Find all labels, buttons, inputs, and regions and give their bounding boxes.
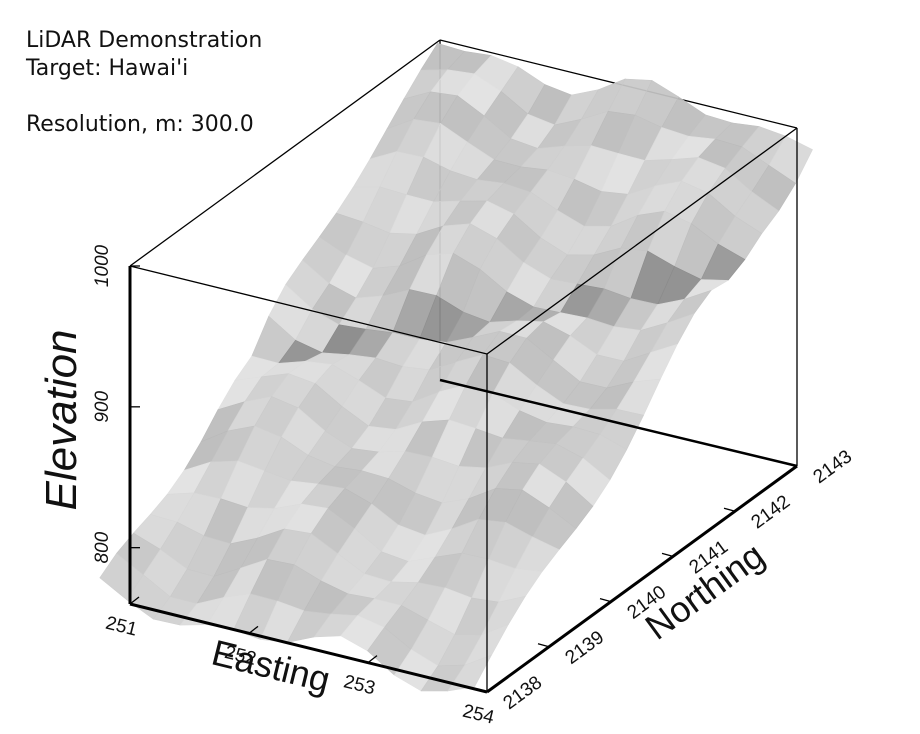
z-tick-label: 800 — [92, 531, 113, 563]
x-tick — [367, 655, 378, 664]
caption-target: Target: Hawai'i — [26, 56, 189, 81]
x-tick — [248, 625, 259, 634]
x-tick — [129, 596, 140, 605]
x-axis-title: Easting — [208, 632, 334, 701]
box-front-edges — [128, 127, 798, 694]
x-tick — [486, 684, 497, 693]
y-tick — [723, 507, 736, 512]
x-tick-label: 253 — [341, 671, 377, 699]
x-tick-label: 251 — [103, 613, 139, 641]
y-tick — [537, 643, 550, 648]
y-tick — [475, 688, 488, 693]
y-axis-line — [486, 464, 798, 694]
y-tick-label: 2143 — [810, 446, 857, 488]
box-edge-front-top-right — [486, 127, 798, 355]
elevation-surface — [99, 42, 813, 692]
y-tick — [785, 462, 798, 467]
z-tick-label: 900 — [92, 391, 113, 423]
y-tick — [661, 552, 674, 558]
x-axis-line — [129, 602, 488, 694]
y-tick — [599, 597, 612, 603]
z-axis-title: Elevation — [37, 329, 86, 510]
caption-title: LiDAR Demonstration — [26, 28, 263, 53]
x-tick-label: 254 — [460, 701, 496, 729]
caption-resolution: Resolution, m: 300.0 — [26, 112, 254, 137]
z-tick-label: 1000 — [92, 244, 113, 287]
box-edge-back-top-left — [129, 39, 441, 267]
box-edge-back-floor-right — [439, 378, 798, 468]
box-edge-front-top-left — [129, 265, 488, 355]
axis-ticks — [129, 265, 798, 693]
